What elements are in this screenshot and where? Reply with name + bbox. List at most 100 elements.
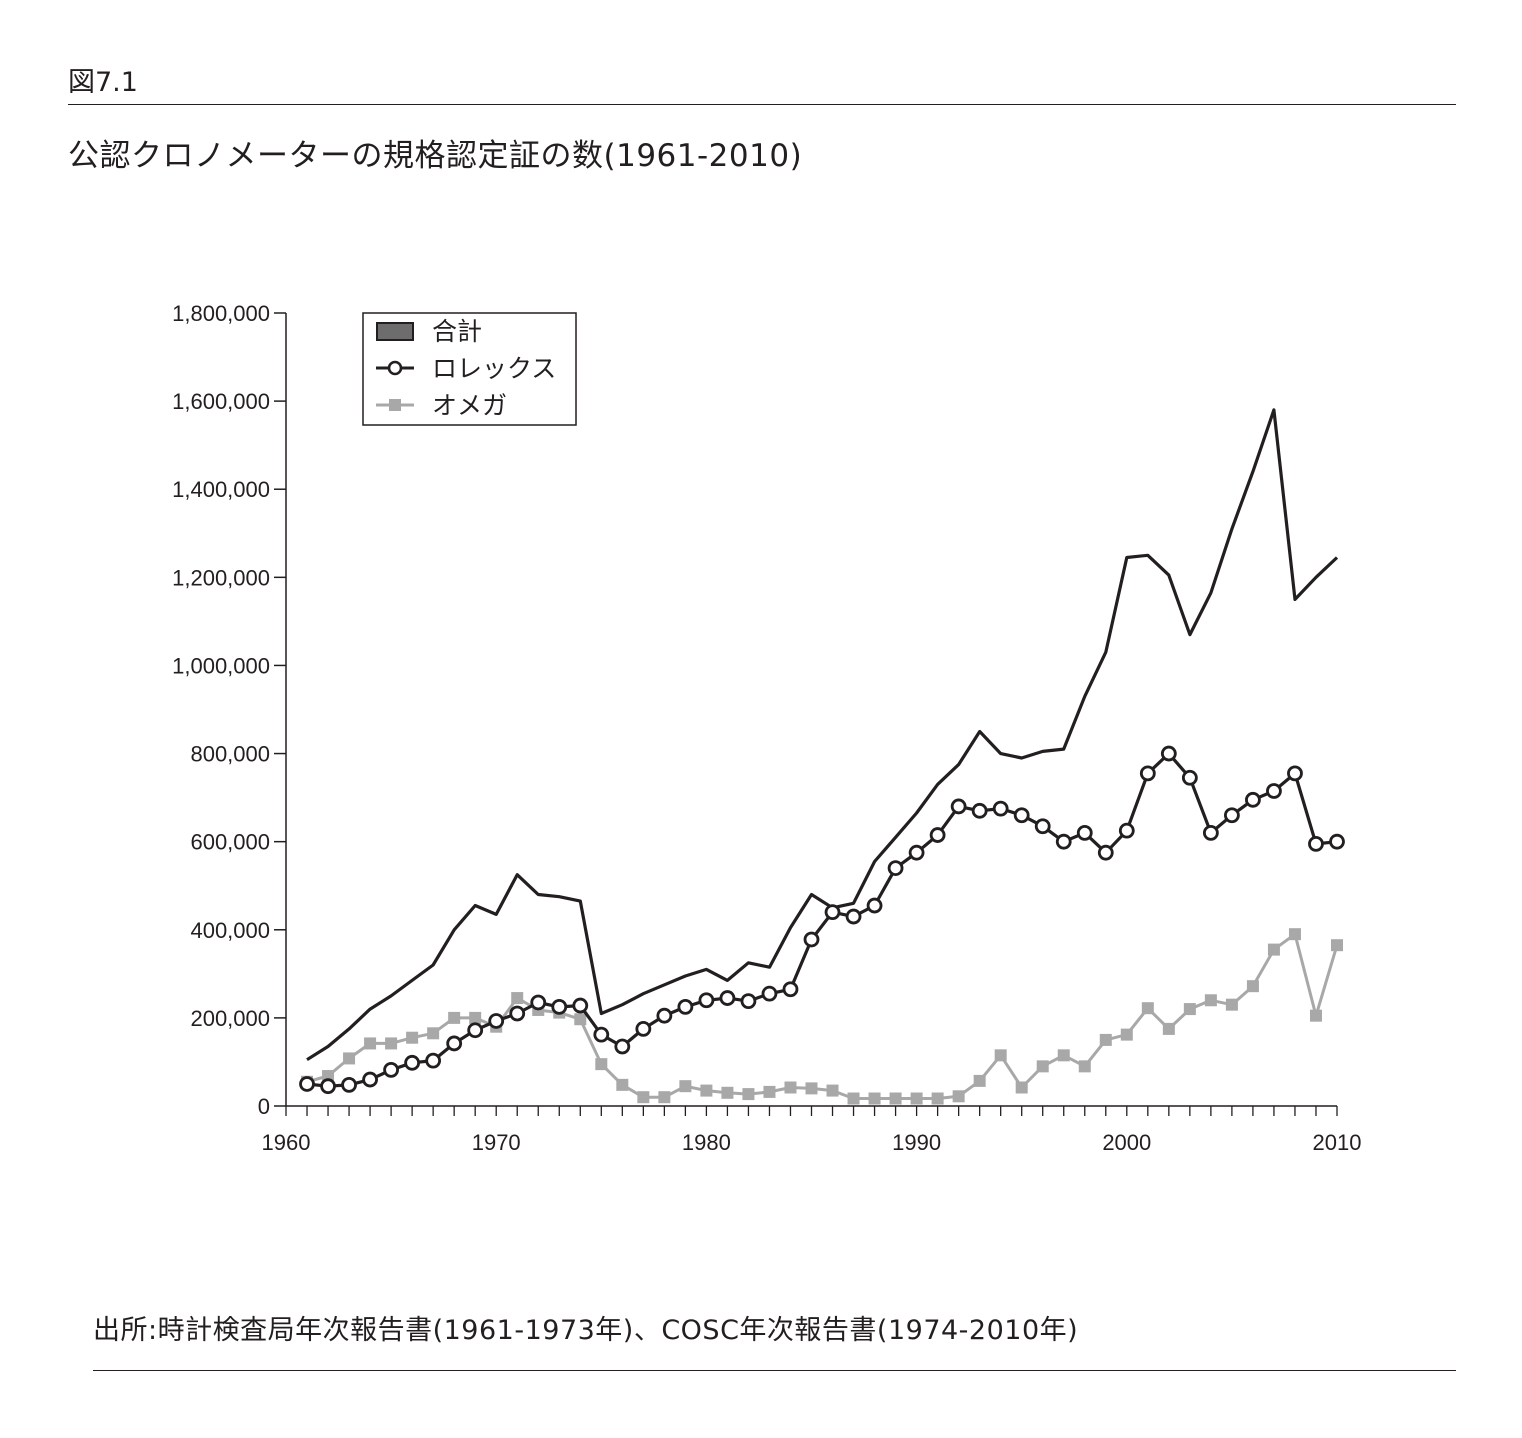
legend-swatch-total [377,323,413,340]
data-point [869,1093,881,1105]
y-tick-label: 600,000 [190,830,270,855]
data-point [469,1012,481,1024]
y-tick-label: 1,600,000 [172,389,270,414]
data-point [1184,1003,1196,1015]
data-point [827,1085,839,1097]
y-tick-label: 1,400,000 [172,477,270,502]
data-point [1142,1002,1154,1014]
data-point [1309,837,1322,850]
data-point [679,1000,692,1013]
data-point [1310,1010,1322,1022]
data-point [931,829,944,842]
data-point [932,1093,944,1105]
data-point [1267,785,1280,798]
data-point [700,994,713,1007]
data-point [406,1056,419,1069]
data-point [1289,928,1301,940]
y-tick-label: 1,800,000 [172,301,270,326]
data-point [1037,1060,1049,1072]
data-point [911,1093,923,1105]
x-tick-label: 2000 [1102,1130,1151,1155]
data-point [532,996,545,1009]
legend-label: 合計 [432,318,482,346]
data-point [385,1063,398,1076]
data-point [953,1090,965,1102]
data-point [890,1093,902,1105]
data-point [848,1093,860,1105]
y-tick-label: 200,000 [190,1006,270,1031]
data-point [1121,1029,1133,1041]
data-point [490,1014,503,1027]
data-point [995,1049,1007,1061]
data-point [679,1080,691,1092]
data-point [1246,793,1259,806]
y-tick-label: 1,000,000 [172,653,270,678]
data-point [1268,944,1280,956]
data-point [742,1088,754,1100]
data-point [1079,1060,1091,1072]
data-point [974,1075,986,1087]
data-point [889,862,902,875]
data-point [805,933,818,946]
data-point [658,1009,671,1022]
data-point [637,1022,650,1035]
y-tick-label: 0 [258,1094,270,1119]
data-point [784,983,797,996]
data-point [511,992,523,1004]
x-tick-label: 1990 [892,1130,941,1155]
data-point [700,1085,712,1097]
data-point [1226,999,1238,1011]
series-total [307,410,1337,1060]
data-point [826,906,839,919]
source-note: 出所:時計検査局年次報告書(1961-1973年)、COSC年次報告書(1974… [93,1308,1078,1347]
data-point [385,1037,397,1049]
data-point [847,910,860,923]
data-point [1016,1081,1028,1093]
data-point [511,1007,524,1020]
bottom-rule [93,1370,1456,1371]
data-point [784,1081,796,1093]
data-point [448,1037,461,1050]
data-point [574,999,587,1012]
data-point [952,800,965,813]
data-point [1331,835,1344,848]
data-point [343,1078,356,1091]
data-point [469,1024,482,1037]
data-point [1205,994,1217,1006]
data-point [595,1058,607,1070]
series-omega [301,928,1343,1104]
series-line [307,934,1337,1098]
data-point [1120,824,1133,837]
data-point [1163,1023,1175,1035]
data-point [595,1028,608,1041]
y-tick-label: 800,000 [190,742,270,767]
series-rolex [301,747,1344,1093]
data-point [322,1080,335,1093]
legend-label: ロレックス [432,355,556,383]
x-tick-label: 1980 [682,1130,731,1155]
legend-marker-omega [389,399,401,411]
data-point [1078,826,1091,839]
data-point [1100,1034,1112,1046]
data-point [448,1012,460,1024]
data-point [364,1073,377,1086]
data-point [910,846,923,859]
x-tick-label: 1960 [262,1130,311,1155]
data-point [343,1052,355,1064]
data-point [1331,939,1343,951]
data-point [721,992,734,1005]
data-point [1204,826,1217,839]
data-point [553,1000,566,1013]
data-point [1036,820,1049,833]
data-point [1141,767,1154,780]
data-point [806,1082,818,1094]
data-point [637,1091,649,1103]
data-point [1162,747,1175,760]
legend-marker-rolex [389,362,401,374]
data-point [994,802,1007,815]
data-point [406,1032,418,1044]
data-point [301,1077,314,1090]
data-point [1183,771,1196,784]
